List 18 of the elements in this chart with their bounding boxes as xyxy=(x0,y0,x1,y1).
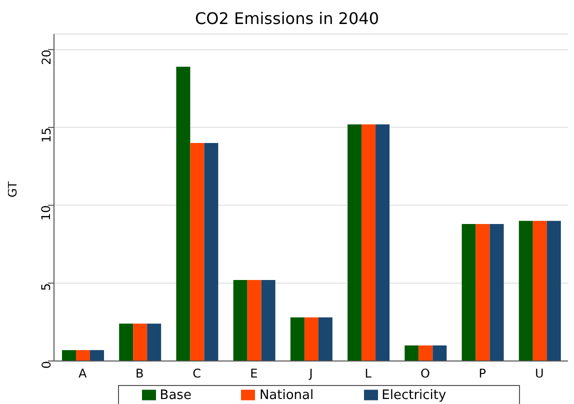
y-tick-label: 0 xyxy=(39,361,54,369)
x-tick-label: L xyxy=(364,366,372,381)
x-tick-label: C xyxy=(192,366,201,381)
x-tick-label: B xyxy=(136,366,144,381)
y-tick-label: 15 xyxy=(39,127,54,143)
x-tick-label: E xyxy=(250,366,258,381)
x-tick-label: J xyxy=(308,366,313,381)
y-tick-label: 10 xyxy=(39,205,54,221)
x-tick-label: U xyxy=(535,366,544,381)
x-tick-label: P xyxy=(478,366,486,381)
y-tick-label: 20 xyxy=(39,50,54,65)
legend-label: National xyxy=(259,388,314,403)
x-tick-label: A xyxy=(78,366,88,381)
y-tick-label: 5 xyxy=(39,283,54,291)
legend-label: Base xyxy=(160,388,192,403)
chart-title: CO2 Emissions in 2040 xyxy=(194,8,380,30)
x-tick-label: O xyxy=(420,366,430,381)
legend-label: Electricity xyxy=(382,388,446,403)
